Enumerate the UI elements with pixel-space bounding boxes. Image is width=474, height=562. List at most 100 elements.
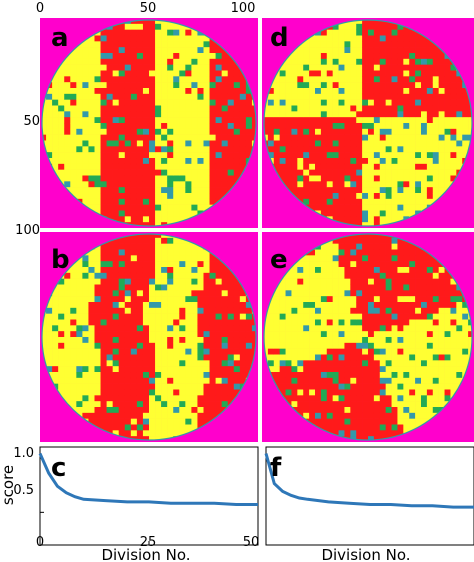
cell bbox=[426, 47, 434, 54]
cell bbox=[291, 331, 298, 338]
cell bbox=[173, 35, 180, 42]
cell bbox=[191, 255, 198, 262]
cell bbox=[403, 146, 410, 153]
cell bbox=[227, 296, 235, 303]
cell bbox=[403, 82, 410, 89]
cell bbox=[432, 278, 439, 285]
cell bbox=[161, 261, 168, 268]
cell bbox=[344, 395, 351, 402]
cell bbox=[136, 360, 144, 367]
cell bbox=[112, 366, 120, 373]
cell bbox=[338, 272, 345, 279]
cell bbox=[356, 383, 363, 390]
cell bbox=[421, 302, 428, 309]
cell bbox=[415, 249, 422, 256]
cell bbox=[368, 158, 375, 165]
cell bbox=[82, 395, 89, 402]
cell bbox=[397, 134, 404, 141]
cell bbox=[350, 198, 357, 205]
cell bbox=[239, 313, 247, 320]
cell bbox=[142, 216, 150, 223]
cell bbox=[88, 82, 95, 89]
cell bbox=[88, 325, 95, 332]
cell bbox=[70, 296, 77, 303]
cell bbox=[149, 424, 156, 431]
cell bbox=[379, 105, 386, 112]
cell bbox=[88, 146, 95, 153]
cell bbox=[320, 366, 328, 373]
cell bbox=[373, 175, 381, 182]
cell bbox=[136, 307, 144, 314]
cell bbox=[303, 366, 310, 373]
cell bbox=[403, 187, 410, 194]
cell bbox=[76, 290, 83, 297]
cell bbox=[88, 331, 95, 338]
cell bbox=[64, 152, 71, 159]
cell bbox=[409, 243, 416, 250]
cell bbox=[155, 278, 162, 285]
cell bbox=[112, 105, 120, 112]
cell bbox=[118, 82, 126, 89]
cell bbox=[385, 146, 392, 153]
cell bbox=[106, 302, 113, 309]
cell bbox=[362, 70, 369, 77]
cell bbox=[161, 284, 168, 291]
cell bbox=[82, 412, 89, 419]
cell bbox=[136, 395, 144, 402]
cell bbox=[362, 222, 369, 226]
cell bbox=[106, 123, 113, 130]
cell bbox=[130, 331, 138, 338]
cell bbox=[76, 354, 83, 361]
cell bbox=[130, 152, 138, 159]
cell bbox=[273, 372, 280, 379]
cell bbox=[88, 123, 95, 130]
cell bbox=[155, 383, 162, 390]
cell bbox=[362, 93, 369, 100]
cell bbox=[136, 255, 144, 262]
cell bbox=[385, 76, 392, 83]
cell bbox=[130, 372, 138, 379]
cell bbox=[338, 140, 345, 147]
cell bbox=[391, 296, 398, 303]
cell bbox=[191, 35, 198, 42]
cell bbox=[106, 134, 113, 141]
cell bbox=[118, 377, 126, 384]
cell bbox=[326, 169, 333, 176]
cell bbox=[344, 337, 351, 344]
cell bbox=[368, 377, 375, 384]
cell bbox=[94, 53, 101, 60]
cell bbox=[426, 187, 434, 194]
cell bbox=[362, 99, 369, 106]
cell bbox=[397, 111, 404, 118]
cell bbox=[373, 204, 381, 211]
cell bbox=[273, 377, 280, 384]
cell bbox=[350, 424, 357, 431]
cell bbox=[233, 278, 241, 285]
cell bbox=[315, 261, 322, 268]
cell bbox=[106, 88, 113, 95]
cell bbox=[403, 29, 410, 36]
cell bbox=[350, 146, 357, 153]
cell bbox=[209, 111, 216, 118]
cell bbox=[136, 158, 144, 165]
cell bbox=[303, 296, 310, 303]
cell bbox=[215, 163, 222, 170]
cell bbox=[385, 389, 392, 396]
cell bbox=[391, 111, 398, 118]
cell bbox=[94, 146, 101, 153]
cell bbox=[403, 424, 410, 431]
cell bbox=[391, 128, 398, 135]
cell bbox=[58, 64, 65, 71]
cell bbox=[356, 331, 363, 338]
cell bbox=[368, 389, 375, 396]
cell bbox=[130, 234, 138, 239]
cell bbox=[326, 163, 333, 170]
cell bbox=[173, 216, 180, 223]
cell bbox=[426, 198, 434, 205]
cell bbox=[233, 377, 241, 384]
cell bbox=[326, 313, 333, 320]
cell bbox=[82, 261, 89, 268]
cell bbox=[368, 82, 375, 89]
cell bbox=[379, 117, 386, 124]
cell bbox=[112, 187, 120, 194]
